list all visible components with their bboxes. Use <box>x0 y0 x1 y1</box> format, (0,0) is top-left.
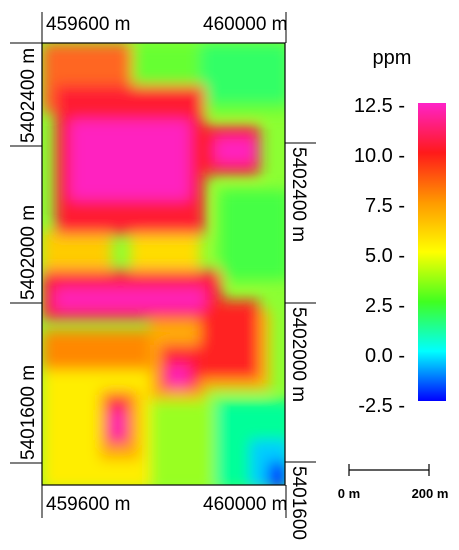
scalebar-start-label: 0 m <box>338 486 360 501</box>
right-y-label-1: 5402400 m <box>288 147 309 242</box>
top-x-label-2: 460000 m <box>203 14 288 35</box>
legend-tick-labels: 12.5 - 10.0 - 7.5 - 5.0 - 2.5 - 0.0 - -2.5 - <box>354 95 405 417</box>
legend-unit: ppm <box>373 47 412 69</box>
left-y-label-2: 5402000 m <box>18 205 39 300</box>
legend-tick-label: 5.0 - <box>365 245 405 267</box>
scalebar-end-label: 200 m <box>412 486 449 501</box>
right-y-label-3: 5401600 <box>288 466 309 540</box>
left-y-label-3: 5401600 m <box>18 365 39 460</box>
legend-tick-label: 2.5 - <box>365 295 405 317</box>
legend-tick-label: 0.0 - <box>365 345 405 367</box>
concentration-surface <box>42 43 285 485</box>
legend-tick-label: -2.5 - <box>358 395 405 417</box>
legend-tick-label: 10.0 - <box>354 145 405 167</box>
legend-tick-label: 12.5 - <box>354 95 405 117</box>
right-y-label-2: 5402000 m <box>288 307 309 402</box>
map-frame <box>41 42 286 486</box>
left-y-label-1: 5402400 m <box>18 48 39 143</box>
legend-tick-label: 7.5 - <box>365 195 405 217</box>
bottom-x-label-1: 459600 m <box>46 494 131 515</box>
legend-colorbar <box>418 103 446 401</box>
top-x-label-1: 459600 m <box>46 14 131 35</box>
bottom-x-label-2: 460000 m <box>203 494 288 515</box>
